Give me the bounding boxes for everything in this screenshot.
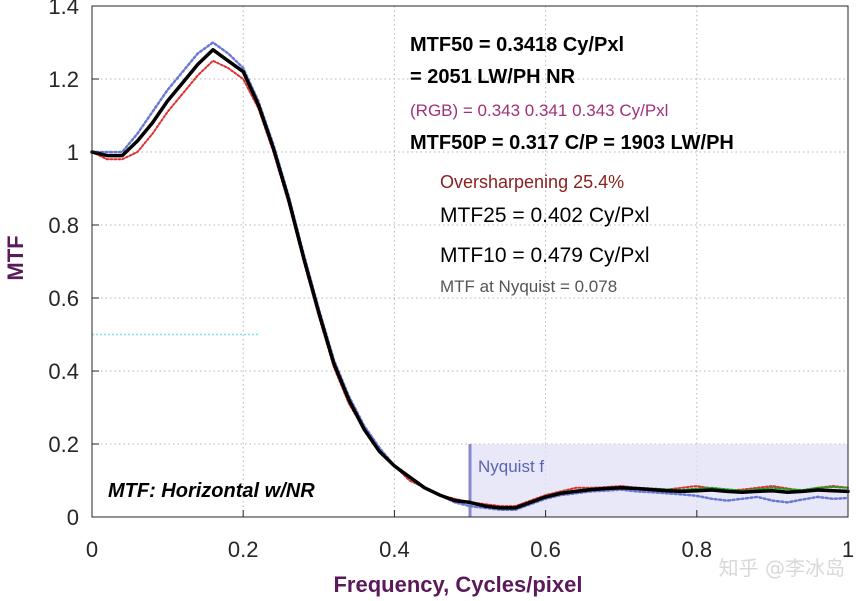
nyquist-label: Nyquist f (478, 457, 544, 476)
tick-labels: 0 0.2 0.4 0.6 0.8 1 0 0.2 0.4 0.6 0.8 1 1.2 1.4 (48, 0, 854, 562)
y-tick-label: 0.8 (48, 213, 79, 238)
x-tick-label: 0 (86, 537, 98, 562)
y-tick-label: 1.2 (48, 67, 79, 92)
nyquist-mtf-annotation: MTF at Nyquist = 0.078 (440, 277, 617, 296)
rgb-annotation: (RGB) = 0.343 0.341 0.343 Cy/Pxl (410, 101, 668, 120)
mtf50-annotation: MTF50 = 0.3418 Cy/Pxl (410, 34, 624, 56)
chart-label: MTF: Horizontal w/NR (108, 480, 315, 502)
watermark: 知乎 @李冰岛 (718, 556, 845, 580)
nyquist-region (92, 333, 848, 517)
x-axis-title: Frequency, Cycles/pixel (333, 572, 582, 597)
plot-background (92, 6, 848, 517)
y-tick-label: 1 (67, 140, 79, 165)
y-tick-label: 0 (67, 505, 79, 530)
lwph-annotation: = 2051 LW/PH NR (410, 66, 576, 88)
x-tick-label: 1 (842, 537, 854, 562)
mtf25-annotation: MTF25 = 0.402 Cy/Pxl (440, 204, 650, 227)
y-tick-label: 0.4 (48, 359, 79, 384)
nyquist-shade (470, 444, 848, 517)
oversharpening-annotation: Oversharpening 25.4% (440, 172, 624, 192)
y-tick-label: 0.6 (48, 286, 79, 311)
axes-box (91, 5, 849, 518)
x-tick-label: 0.2 (228, 537, 259, 562)
mtf10-annotation: MTF10 = 0.479 Cy/Pxl (440, 244, 650, 267)
x-tick-label: 0.8 (682, 537, 713, 562)
y-tick-label: 0.2 (48, 432, 79, 457)
mtf50p-annotation: MTF50P = 0.317 C/P = 1903 LW/PH (410, 132, 734, 154)
plot-frame (91, 5, 849, 518)
x-tick-label: 0.4 (379, 537, 410, 562)
annotations: MTF50 = 0.3418 Cy/Pxl = 2051 LW/PH NR (R… (108, 34, 734, 502)
series-line-mtf (90, 48, 850, 510)
plot-area (92, 6, 848, 517)
x-tick-label: 0.6 (530, 537, 561, 562)
y-axis-title: MTF (3, 235, 28, 280)
series-layer (90, 41, 850, 511)
series-line-blue (90, 41, 850, 511)
y-tick-label: 1.4 (48, 0, 79, 19)
